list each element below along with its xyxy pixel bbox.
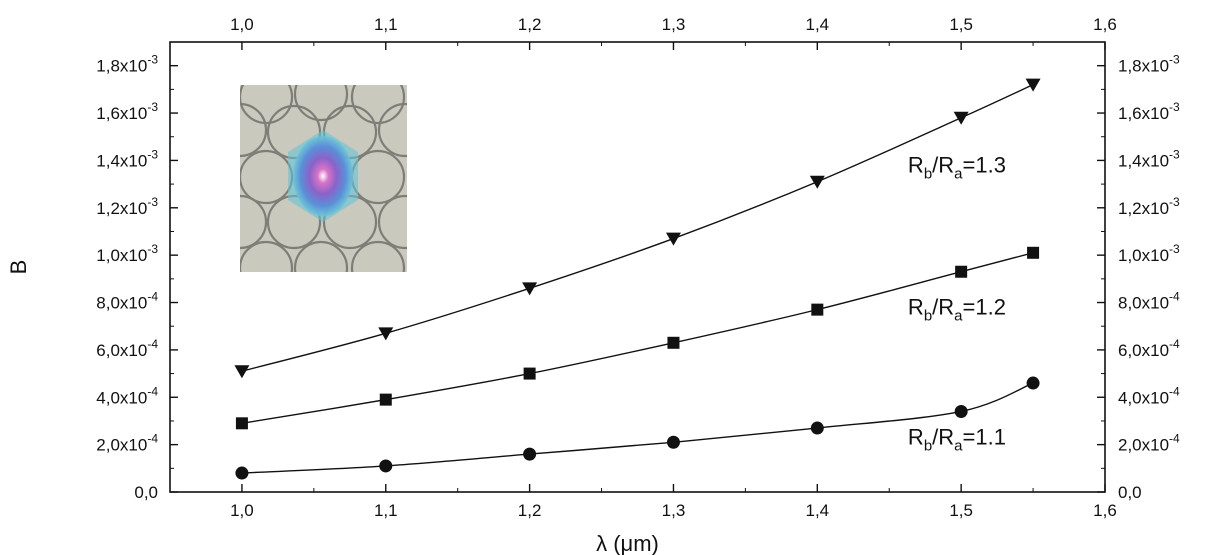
x-axis-title: λ (μm) xyxy=(596,531,659,555)
mode-intensity-core xyxy=(293,136,353,216)
plot-frame: 1,01,01,11,11,21,21,31,31,41,41,51,51,61… xyxy=(6,15,1180,555)
data-point-square xyxy=(523,367,536,380)
inset-air-hole xyxy=(240,194,268,250)
x-tick-label-top: 1,1 xyxy=(374,15,398,34)
data-point-circle xyxy=(666,435,680,449)
y-tick-label-left: 2,0x10-4 xyxy=(96,432,158,455)
y-tick-label-right: 2,0x10-4 xyxy=(1118,432,1180,455)
y-tick-label-left: 1,6x10-3 xyxy=(96,100,158,123)
inset-air-hole xyxy=(350,85,406,125)
inset-air-hole xyxy=(377,102,407,158)
data-point-circle xyxy=(954,404,968,418)
x-tick-label-top: 1,4 xyxy=(805,15,829,34)
y-tick-label-left: 1,2x10-3 xyxy=(96,195,158,218)
data-point-square xyxy=(235,417,248,430)
x-tick-label-bottom: 1,1 xyxy=(374,501,398,520)
x-tick-label-bottom: 1,0 xyxy=(230,501,254,520)
y-tick-label-left: 4,0x10-4 xyxy=(96,384,158,407)
inset-air-hole xyxy=(240,240,294,272)
x-tick-label-bottom: 1,4 xyxy=(805,501,829,520)
fiber-mode-inset-image xyxy=(240,85,407,272)
x-tick-label-bottom: 1,2 xyxy=(518,501,542,520)
y-tick-label-right: 1,4x10-3 xyxy=(1118,147,1180,170)
x-tick-label-top: 1,3 xyxy=(662,15,686,34)
y-tick-label-left: 6,0x10-4 xyxy=(96,337,158,360)
inset-air-hole xyxy=(377,194,407,250)
inset-air-hole xyxy=(350,240,406,272)
data-point-triangle xyxy=(665,232,681,246)
data-point-circle xyxy=(235,466,249,480)
data-point-triangle xyxy=(953,111,969,125)
x-tick-label-top: 1,2 xyxy=(518,15,542,34)
series-label-1: Rb/Ra=1.3 xyxy=(908,152,1006,182)
x-tick-label-bottom: 1,6 xyxy=(1093,501,1117,520)
x-tick-label-top: 1,5 xyxy=(949,15,973,34)
y-tick-label-right: 1,2x10-3 xyxy=(1118,195,1180,218)
plot-border xyxy=(169,41,1106,493)
labels-layer: Rb/Ra=1.3 Rb/Ra=1.2 Rb/Ra=1.1 xyxy=(908,152,1006,454)
y-tick-label-left: 0,0 xyxy=(134,483,158,502)
y-tick-label-right: 1,6x10-3 xyxy=(1118,100,1180,123)
data-point-triangle xyxy=(1025,78,1041,92)
inset-content xyxy=(240,85,407,272)
inset-air-hole xyxy=(240,102,268,158)
y-axis-title: B xyxy=(6,260,31,275)
x-tick-label-top: 1,6 xyxy=(1093,15,1117,34)
x-tick-label-bottom: 1,5 xyxy=(949,501,973,520)
x-tick-label-top: 1,0 xyxy=(230,15,254,34)
y-tick-label-left: 1,4x10-3 xyxy=(96,147,158,170)
y-tick-label-right: 0,0 xyxy=(1118,483,1142,502)
data-point-circle xyxy=(810,421,824,435)
data-point-square xyxy=(667,336,680,349)
data-point-square xyxy=(1027,246,1040,259)
y-tick-label-right: 1,8x10-3 xyxy=(1118,53,1180,76)
y-tick-label-right: 1,0x10-3 xyxy=(1118,242,1180,265)
data-point-circle xyxy=(523,447,537,461)
series-line-2 xyxy=(241,252,1034,425)
data-point-circle xyxy=(1026,376,1040,390)
x-tick-label-bottom: 1,3 xyxy=(662,501,686,520)
y-tick-label-left: 1,8x10-3 xyxy=(96,53,158,76)
inset-air-hole xyxy=(293,85,349,122)
y-tick-label-left: 8,0x10-4 xyxy=(96,290,158,313)
inset-air-hole xyxy=(293,240,349,272)
data-point-square xyxy=(955,265,968,278)
series-label-2: Rb/Ra=1.2 xyxy=(908,294,1006,324)
data-point-triangle xyxy=(809,175,825,189)
y-tick-label-right: 8,0x10-4 xyxy=(1118,290,1180,313)
y-tick-label-left: 1,0x10-3 xyxy=(96,242,158,265)
series-label-3: Rb/Ra=1.1 xyxy=(908,425,1006,455)
data-point-triangle xyxy=(522,282,538,296)
data-point-square xyxy=(379,393,392,406)
series-layer xyxy=(234,78,1041,480)
data-point-square xyxy=(811,303,824,316)
data-point-triangle xyxy=(378,327,394,341)
y-tick-label-right: 6,0x10-4 xyxy=(1118,337,1180,360)
data-point-circle xyxy=(379,459,393,473)
data-point-triangle xyxy=(234,365,250,379)
y-tick-label-right: 4,0x10-4 xyxy=(1118,384,1180,407)
